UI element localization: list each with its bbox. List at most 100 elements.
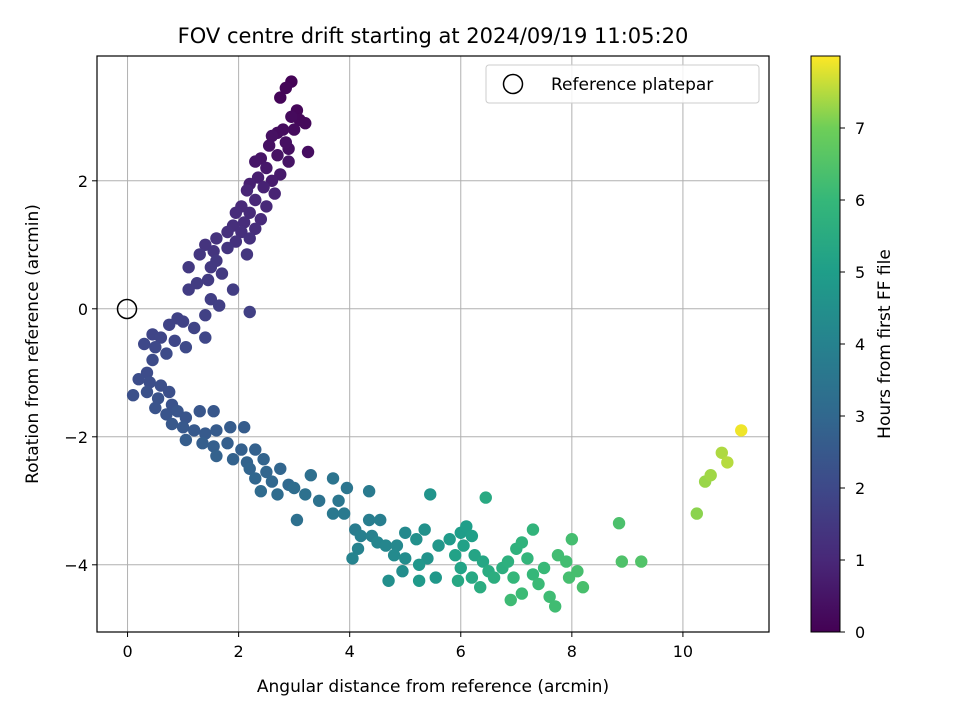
data-point (268, 187, 281, 200)
data-point (548, 600, 562, 613)
data-point (287, 123, 301, 136)
data-point (207, 245, 220, 258)
data-point (210, 424, 223, 437)
data-point (193, 248, 206, 261)
data-point (279, 81, 293, 95)
data-point (465, 529, 479, 543)
data-point (199, 331, 212, 344)
data-point (240, 184, 254, 197)
data-point (260, 465, 273, 479)
data-point (249, 443, 262, 456)
legend-box (485, 64, 760, 104)
data-points (126, 75, 748, 613)
data-point (299, 117, 312, 130)
data-point (243, 232, 256, 245)
data-point (140, 385, 154, 399)
data-point (162, 318, 176, 331)
data-point (346, 552, 359, 565)
data-point (354, 529, 368, 543)
data-point (326, 507, 340, 520)
data-point (515, 587, 529, 600)
chart-title: FOV centre drift starting at 2024/09/19 … (178, 24, 689, 48)
data-point (257, 181, 270, 194)
x-axis-ticks: 0 2 4 6 8 10 (122, 632, 693, 661)
data-point (399, 526, 412, 539)
data-point (487, 571, 501, 584)
data-point (196, 437, 209, 450)
data-point (457, 539, 470, 552)
data-point (721, 456, 734, 469)
data-point (412, 574, 426, 587)
data-point (210, 449, 223, 463)
data-point (182, 283, 195, 296)
x-tick-label: 10 (673, 642, 693, 661)
colorbar-gradient (810, 55, 841, 633)
data-point (146, 353, 159, 367)
data-point (237, 421, 251, 434)
data-point (443, 533, 456, 546)
data-point (199, 427, 212, 440)
data-point (560, 555, 573, 568)
colorbar-tick-label: 5 (855, 263, 865, 282)
data-point (187, 424, 201, 437)
data-point (532, 577, 545, 591)
data-point (571, 565, 584, 578)
data-point (304, 469, 318, 482)
data-point (690, 507, 704, 520)
data-point (149, 341, 162, 354)
data-point (149, 401, 162, 415)
data-point (154, 331, 168, 344)
data-point (301, 145, 315, 159)
data-point (207, 405, 220, 418)
data-point (138, 337, 151, 351)
data-point (326, 472, 340, 485)
data-point (199, 309, 212, 322)
data-point (212, 299, 226, 312)
data-point (221, 225, 234, 239)
data-point (207, 440, 220, 453)
data-point (429, 571, 442, 584)
data-point (235, 443, 248, 456)
data-point (229, 206, 243, 219)
data-point (240, 248, 254, 261)
data-point (312, 494, 326, 507)
data-point (451, 574, 465, 587)
data-point (537, 561, 551, 575)
y-tick-label: −2 (64, 428, 88, 447)
data-point (476, 555, 490, 568)
data-point (615, 555, 629, 568)
colorbar: 0 1 2 3 4 5 6 7 Hours from first FF file (810, 55, 895, 642)
data-point (410, 533, 423, 546)
data-point (576, 581, 590, 594)
data-point (412, 558, 426, 571)
data-point (249, 155, 262, 168)
data-point (340, 481, 354, 495)
data-point (226, 453, 240, 466)
data-point (176, 421, 190, 434)
data-point (274, 462, 287, 475)
data-point (715, 446, 728, 459)
data-point (162, 385, 176, 399)
data-point (182, 261, 195, 274)
data-point (193, 405, 206, 418)
data-point (735, 424, 748, 437)
colorbar-tick-label: 6 (855, 191, 865, 210)
data-point (504, 593, 517, 607)
grid-lines (97, 56, 769, 632)
data-point (201, 273, 215, 287)
colorbar-tick-label: 1 (855, 551, 865, 570)
data-point (265, 475, 279, 488)
data-point (612, 517, 626, 530)
data-point (271, 488, 284, 501)
data-point (332, 494, 345, 507)
data-point (379, 539, 392, 552)
data-point (479, 491, 492, 504)
data-point (515, 536, 529, 549)
data-point (160, 347, 173, 360)
data-point (249, 472, 262, 485)
data-point (362, 513, 376, 527)
data-point (165, 417, 179, 431)
data-point (249, 222, 262, 235)
data-point (132, 373, 145, 386)
x-tick-label: 8 (567, 642, 577, 661)
